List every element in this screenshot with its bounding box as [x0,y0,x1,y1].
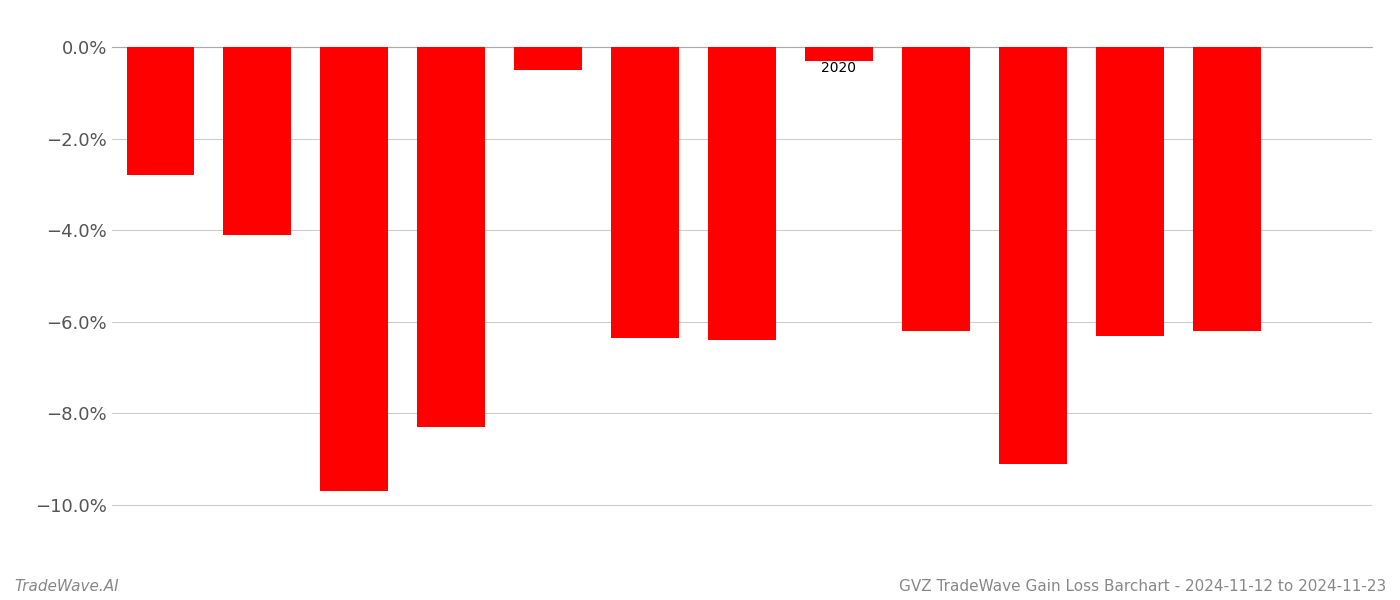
Bar [417,47,486,427]
Bar [1096,47,1163,335]
Text: GVZ TradeWave Gain Loss Barchart - 2024-11-12 to 2024-11-23: GVZ TradeWave Gain Loss Barchart - 2024-… [899,579,1386,594]
Bar [612,47,679,338]
Bar [902,47,970,331]
Bar [998,47,1067,464]
Bar [126,47,195,175]
Bar [514,47,582,70]
Bar [1193,47,1260,331]
Bar [805,47,872,61]
Text: TradeWave.AI: TradeWave.AI [14,579,119,594]
Bar [224,47,291,235]
Bar [708,47,776,340]
Bar [321,47,388,491]
